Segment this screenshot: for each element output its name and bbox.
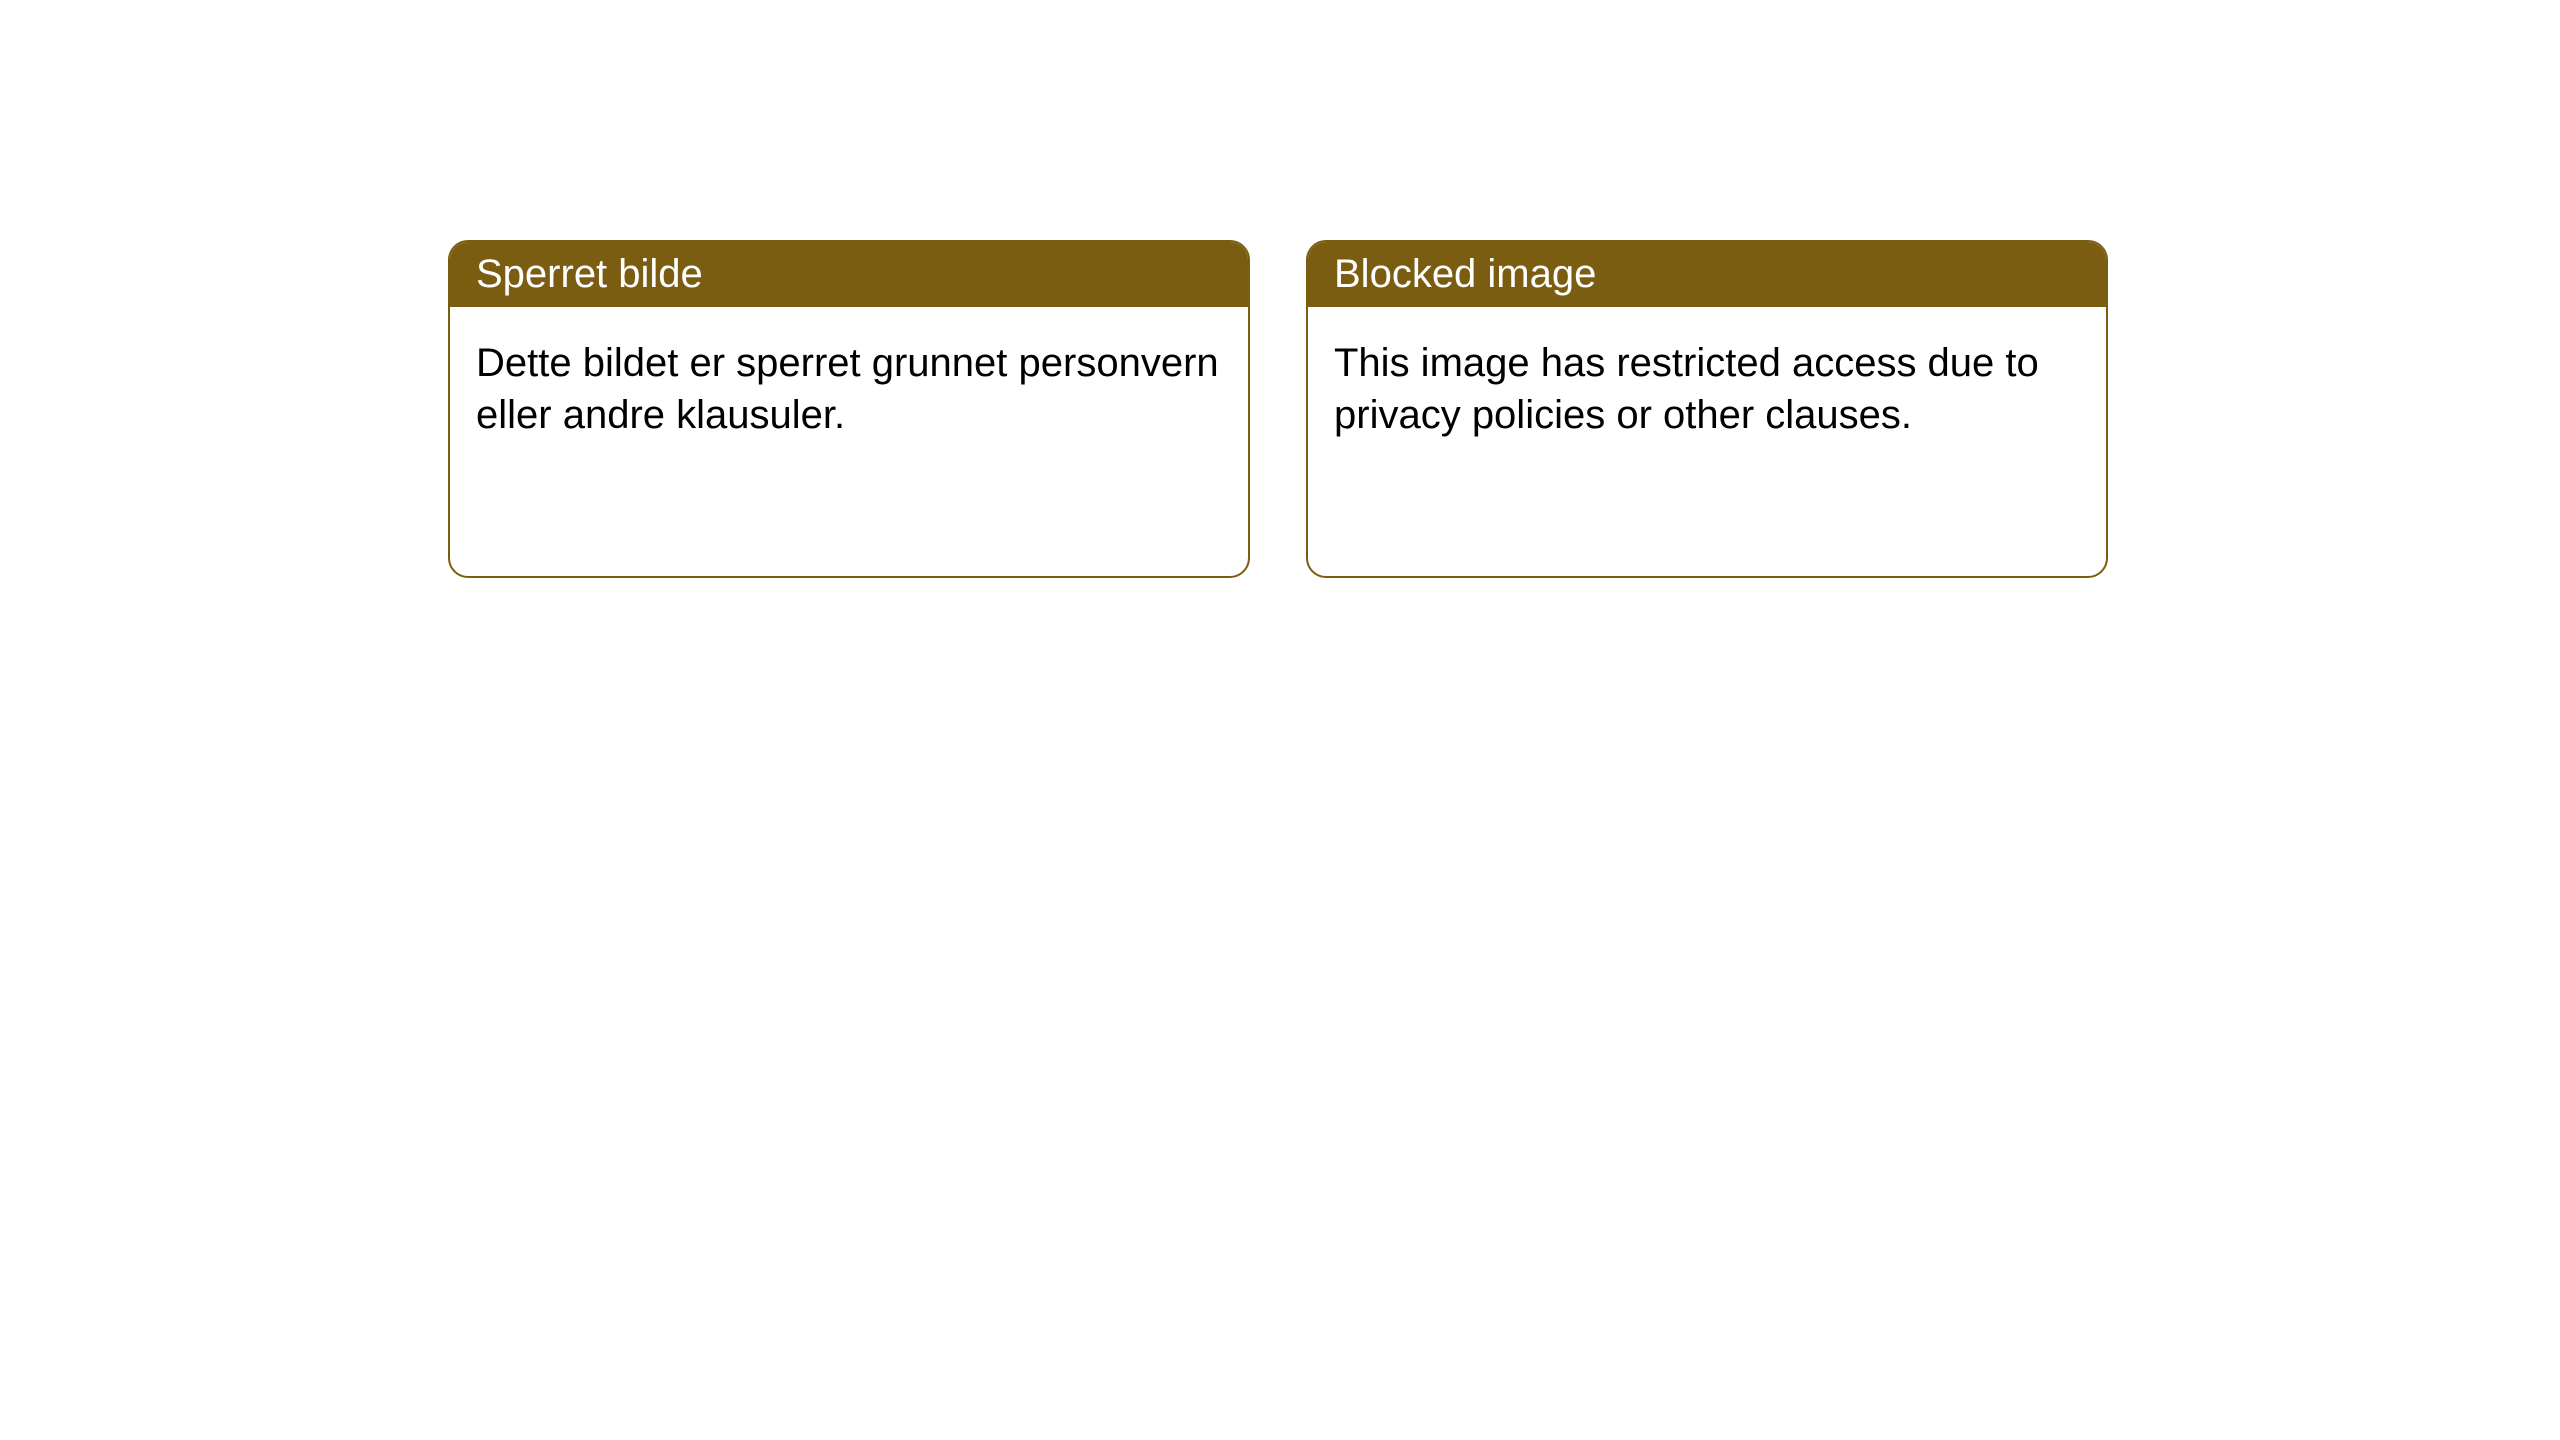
notice-body: This image has restricted access due to …: [1308, 307, 2106, 471]
notice-container: Sperret bilde Dette bildet er sperret gr…: [0, 0, 2560, 578]
notice-text: Dette bildet er sperret grunnet personve…: [476, 341, 1219, 437]
notice-title: Sperret bilde: [476, 252, 703, 296]
notice-header: Sperret bilde: [450, 242, 1248, 307]
notice-card-english: Blocked image This image has restricted …: [1306, 240, 2108, 578]
notice-card-norwegian: Sperret bilde Dette bildet er sperret gr…: [448, 240, 1250, 578]
notice-body: Dette bildet er sperret grunnet personve…: [450, 307, 1248, 471]
notice-title: Blocked image: [1334, 252, 1596, 296]
notice-header: Blocked image: [1308, 242, 2106, 307]
notice-text: This image has restricted access due to …: [1334, 341, 2039, 437]
